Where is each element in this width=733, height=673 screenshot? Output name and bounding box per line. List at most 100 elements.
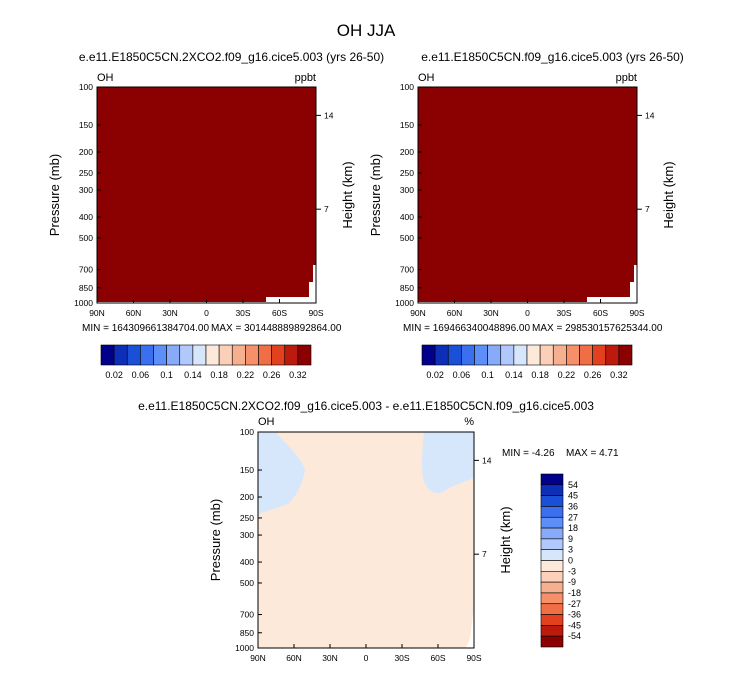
negative-region-south bbox=[422, 432, 474, 494]
y-tick-label: 700 bbox=[400, 265, 414, 275]
colorbar-label: 0.18 bbox=[531, 370, 549, 380]
colorbar-label: 0.14 bbox=[184, 370, 202, 380]
negative-region-north bbox=[258, 432, 305, 514]
colorbar-swatch bbox=[540, 538, 564, 550]
panel-title: e.e11.E1850C5CN.f09_g16.cice5.003 (yrs 2… bbox=[421, 50, 684, 64]
max-label: MAX = 298530157625344.00 bbox=[532, 323, 663, 334]
colorbar-label: 45 bbox=[568, 491, 578, 501]
y-tick-label: 500 bbox=[240, 578, 254, 588]
colorbar-swatch bbox=[218, 344, 233, 366]
colorbar-swatch bbox=[474, 344, 488, 366]
y2-axis-label: Height (km) bbox=[661, 161, 676, 228]
y-tick-label: 300 bbox=[79, 185, 93, 195]
colorbar-label: 0.06 bbox=[132, 370, 150, 380]
y-tick-label: 300 bbox=[400, 185, 414, 195]
colorbar-swatch bbox=[540, 592, 564, 605]
y-tick-label: 400 bbox=[240, 557, 254, 567]
y-tick-label: 400 bbox=[79, 212, 93, 222]
colorbar-swatch bbox=[153, 344, 167, 366]
colorbar-label: 18 bbox=[568, 523, 578, 533]
colorbar-label: 27 bbox=[568, 512, 578, 522]
colorbar-swatch bbox=[592, 344, 607, 366]
colorbar-swatch bbox=[540, 527, 564, 540]
y-tick-label: 850 bbox=[400, 283, 414, 293]
colorbar-label: 36 bbox=[568, 501, 578, 511]
units-label: ppbt bbox=[616, 72, 637, 84]
colorbar-swatch bbox=[205, 344, 220, 366]
x-tick-label: 0 bbox=[204, 308, 209, 318]
x-tick-label: 30N bbox=[483, 308, 499, 318]
colorbar-swatch bbox=[258, 344, 272, 366]
y-axis-label: Pressure (mb) bbox=[47, 154, 62, 236]
colorbar-swatch bbox=[605, 344, 620, 366]
colorbar-swatch bbox=[447, 344, 462, 366]
colorbar-label: -54 bbox=[568, 631, 581, 641]
colorbar-label: 0.32 bbox=[289, 370, 307, 380]
plot-frame bbox=[257, 431, 475, 649]
x-tick-label: 90S bbox=[466, 653, 481, 663]
x-tick-label: 60S bbox=[593, 308, 608, 318]
colorbar-label: 0.22 bbox=[237, 370, 255, 380]
colorbar-label: -18 bbox=[568, 588, 581, 598]
colorbar-swatch bbox=[126, 344, 141, 366]
field-fill bbox=[97, 87, 316, 302]
y-tick-label: 700 bbox=[240, 610, 254, 620]
colorbar-label: -45 bbox=[568, 620, 581, 630]
y-tick-label: 500 bbox=[400, 233, 414, 243]
colorbar-label: 0.02 bbox=[105, 370, 123, 380]
colorbar-swatch bbox=[540, 614, 564, 626]
panels-layer: e.e11.E1850C5CN.2XCO2.f09_g16.cice5.003 … bbox=[47, 50, 684, 380]
y-tick-label: 100 bbox=[79, 82, 93, 92]
colorbar-swatch bbox=[421, 344, 436, 366]
colorbar-label: -36 bbox=[568, 610, 581, 620]
colorbar-swatch bbox=[540, 571, 564, 583]
colorbar-swatch bbox=[540, 635, 564, 648]
y-tick-label: 150 bbox=[79, 120, 93, 130]
units-label: ppbt bbox=[295, 72, 316, 84]
plot-frame bbox=[417, 86, 638, 304]
y-tick-label: 250 bbox=[79, 168, 93, 178]
colorbar-swatch bbox=[434, 344, 449, 366]
colorbar-swatch bbox=[192, 344, 207, 366]
y2-tick-label: 7 bbox=[324, 204, 329, 214]
missing-data-region bbox=[466, 608, 474, 648]
y-tick-label: 200 bbox=[240, 492, 254, 502]
y-tick-label: 700 bbox=[79, 265, 93, 275]
y-tick-label: 200 bbox=[400, 147, 414, 157]
panel-title: e.e11.E1850C5CN.2XCO2.f09_g16.cice5.003 … bbox=[79, 50, 384, 64]
y-axis-label: Pressure (mb) bbox=[208, 499, 223, 581]
colorbar-swatch bbox=[113, 344, 128, 366]
colorbar-swatch bbox=[297, 344, 312, 366]
colorbar-label: 0.06 bbox=[453, 370, 471, 380]
y-tick-label: 300 bbox=[240, 530, 254, 540]
y2-tick-label: 7 bbox=[482, 549, 487, 559]
difference-title: e.e11.E1850C5CN.2XCO2.f09_g16.cice5.003 … bbox=[138, 399, 594, 413]
colorbar-swatch bbox=[540, 506, 564, 518]
colorbar-swatch bbox=[540, 560, 564, 572]
units-label: % bbox=[464, 416, 474, 428]
colorbar-label: 0.18 bbox=[210, 370, 228, 380]
colorbar-swatch bbox=[540, 549, 564, 561]
colorbar-swatch bbox=[540, 625, 564, 637]
colorbar-swatch bbox=[500, 344, 515, 366]
y-tick-label: 100 bbox=[400, 82, 414, 92]
colorbar-swatch bbox=[618, 344, 633, 366]
plot-frame bbox=[96, 86, 317, 304]
colorbar-swatch bbox=[487, 344, 502, 366]
min-label: MIN = 169466340048896.00 bbox=[403, 323, 530, 334]
x-tick-label: 90S bbox=[308, 308, 323, 318]
colorbar-swatch bbox=[540, 581, 564, 594]
colorbar-swatch bbox=[100, 344, 115, 366]
colorbar-label: 54 bbox=[568, 480, 578, 490]
y-tick-label: 200 bbox=[79, 147, 93, 157]
colorbar-label: 0.14 bbox=[505, 370, 523, 380]
x-tick-label: 0 bbox=[525, 308, 530, 318]
colorbar-swatch bbox=[284, 344, 299, 366]
x-tick-label: 60N bbox=[447, 308, 463, 318]
y-tick-label: 150 bbox=[240, 465, 254, 475]
x-tick-label: 90N bbox=[89, 308, 105, 318]
colorbar-label: -27 bbox=[568, 599, 581, 609]
y-tick-label: 150 bbox=[400, 120, 414, 130]
variable-label: OH bbox=[418, 72, 435, 84]
